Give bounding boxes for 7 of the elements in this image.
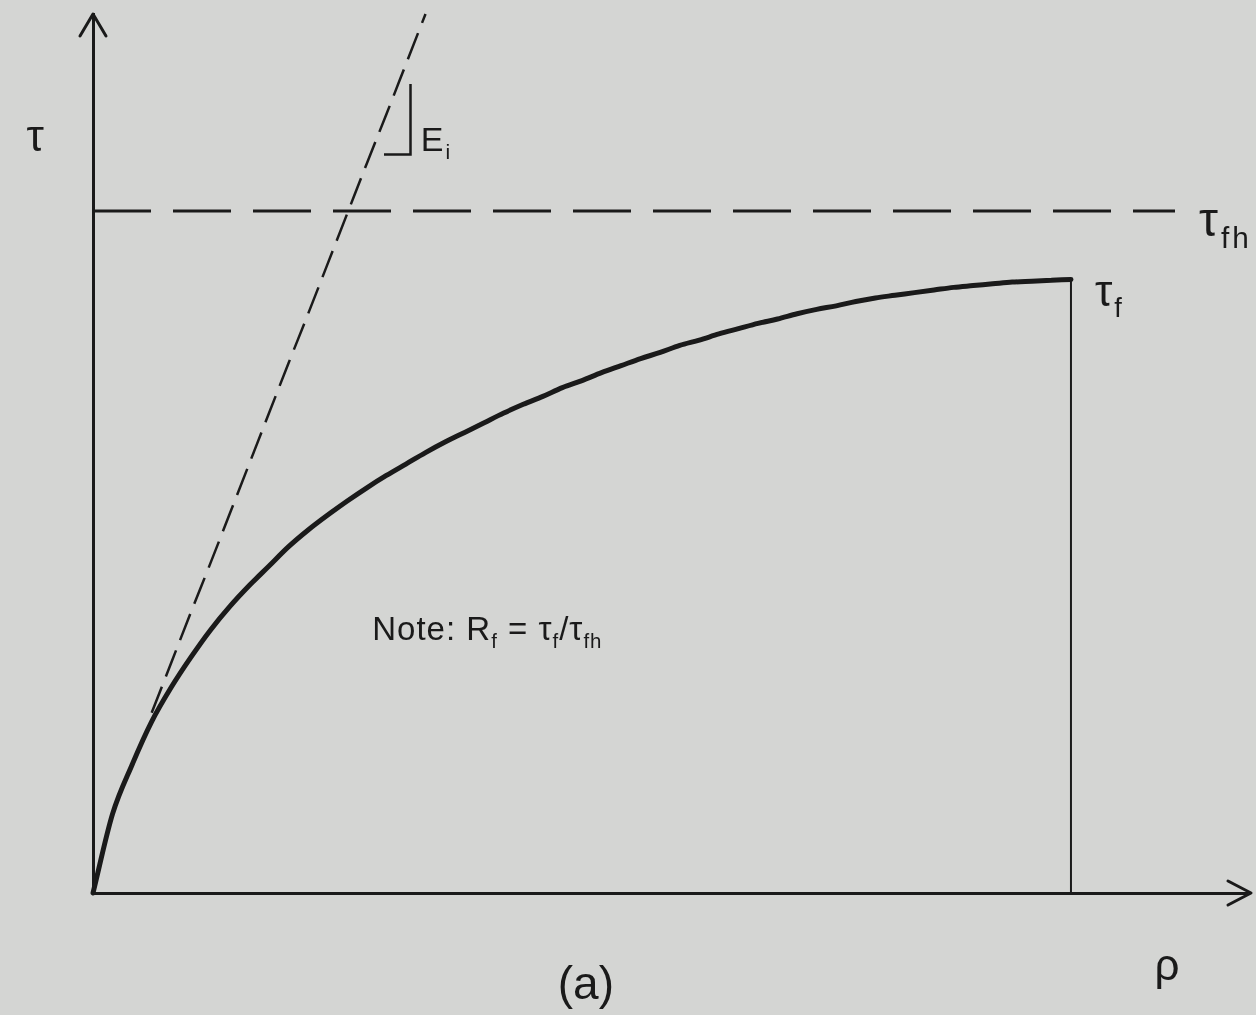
annotation: τ$_{f}$ xyxy=(1094,266,1124,324)
annotation: Note: R$_{f}$ = τ$_{f}$/τ$_{fh}$ xyxy=(372,610,603,653)
x-axis-title: ρ xyxy=(1154,940,1180,990)
annotation: E$_{i}$ xyxy=(420,120,453,164)
text: (a) xyxy=(557,956,614,1009)
ref-line-label: τ$_{fh}$ xyxy=(1199,193,1252,255)
y-axis-title: τ xyxy=(26,111,44,161)
